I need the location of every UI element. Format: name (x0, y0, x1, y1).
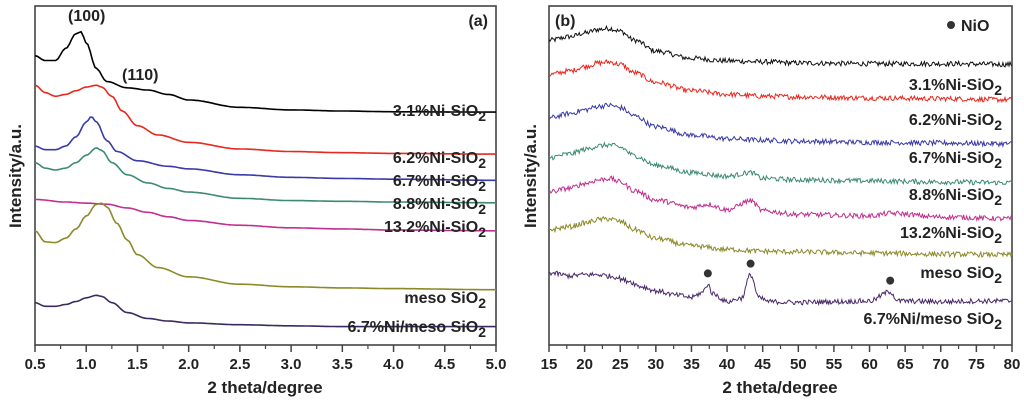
x-tick-label: 20 (576, 356, 593, 373)
panel-a-label: (a) (468, 13, 488, 30)
x-tick-label: 3.0 (281, 356, 302, 373)
series-label: 6.2%Ni-SiO2 (393, 150, 486, 171)
panel-b-wide-angle-xrd: 15 20 25 30 35 40 45 50 55 60 65 70 75 80 3.1%Ni-SiO2… (521, 5, 1021, 397)
x-tick-label: 4.5 (434, 356, 455, 373)
x-tick-label: 40 (719, 356, 736, 373)
series-line-6-7-ni-meso-sio2 (34, 294, 496, 328)
series-label: 6.7%Ni/meso SiO2 (347, 319, 486, 340)
series-label: 6.7%Ni/meso SiO2 (863, 311, 1002, 332)
x-tick-label: 15 (541, 356, 558, 373)
peak-annotation-110: (110) (122, 67, 158, 84)
panel-a-x-ticks: 0.5 1.0 1.5 2.0 2.5 3.0 3.5 4.0 4.5 5.0 (25, 345, 507, 373)
series-line-6-7-ni-sio2 (548, 102, 1013, 148)
series-label: 13.2%Ni-SiO2 (900, 225, 1002, 246)
x-tick-label: 35 (683, 356, 700, 373)
panel-a-y-axis-title: Intensity/a.u. (6, 124, 25, 228)
x-tick-label: 50 (790, 356, 807, 373)
panel-b-series (548, 24, 1013, 307)
panel-b-x-ticks: 15 20 25 30 35 40 45 50 55 60 65 70 75 80 (541, 345, 1021, 373)
peak-annotation-100: (100) (68, 8, 105, 25)
x-tick-label: 0.5 (25, 356, 46, 373)
legend-nio-marker (947, 21, 955, 29)
x-tick-label: 5.0 (486, 356, 507, 373)
series-line-meso-sio2 (34, 202, 496, 291)
x-tick-label: 55 (826, 356, 843, 373)
x-tick-label: 30 (648, 356, 665, 373)
series-label: 6.2%Ni-SiO2 (909, 112, 1002, 133)
x-tick-label: 4.0 (383, 356, 404, 373)
x-tick-label: 2.5 (229, 356, 250, 373)
x-tick-label: 3.5 (332, 356, 353, 373)
panel-b-x-axis-title: 2 theta/degree (722, 378, 837, 397)
series-line-6-2-ni-sio2 (34, 84, 496, 155)
panel-a-x-axis-title: 2 theta/degree (207, 378, 322, 397)
series-line-6-7-ni-sio2 (34, 116, 496, 182)
x-tick-label: 1.0 (76, 356, 97, 373)
series-label: 6.7%Ni-SiO2 (393, 173, 486, 194)
series-line-13-2-ni-sio2 (35, 198, 496, 232)
series-label: 6.7%Ni-SiO2 (909, 150, 1002, 171)
nio-peak-markers (703, 259, 895, 285)
x-tick-label: 60 (861, 356, 878, 373)
series-line-meso-sio2 (548, 216, 1013, 259)
x-tick-label: 75 (968, 356, 985, 373)
x-tick-label: 65 (897, 356, 914, 373)
legend-nio-text: NiO (961, 18, 989, 35)
series-line-6-2-ni-sio2 (548, 59, 1013, 104)
nio-peak-marker (886, 276, 895, 285)
series-label: 3.1%Ni-SiO2 (393, 103, 486, 124)
panel-b-label: (b) (555, 13, 575, 30)
series-label: meso SiO2 (920, 265, 1002, 286)
x-tick-label: 1.5 (127, 356, 148, 373)
series-line-13-2-ni-sio2 (548, 175, 1013, 222)
x-tick-label: 70 (932, 356, 949, 373)
series-line-8-8-ni-sio2 (548, 141, 1013, 186)
series-label: 8.8%Ni-SiO2 (393, 196, 486, 217)
nio-peak-marker (703, 269, 712, 278)
nio-peak-marker (746, 259, 755, 268)
panel-b-y-axis-title: Intensity/a.u. (521, 124, 540, 228)
x-tick-label: 25 (612, 356, 629, 373)
series-line-3-1-ni-sio2 (34, 30, 496, 113)
x-tick-label: 80 (1004, 356, 1021, 373)
series-label: 8.8%Ni-SiO2 (909, 187, 1002, 208)
series-line-3-1-ni-sio2 (548, 24, 1013, 68)
series-line-6-7-ni-meso-sio2 (548, 270, 1012, 307)
series-line-8-8-ni-sio2 (34, 147, 496, 204)
panel-a-series-labels: 3.1%Ni-SiO2 6.2%Ni-SiO26.7%Ni-SiO28.8%Ni-… (347, 103, 486, 340)
series-label: 13.2%Ni-SiO2 (384, 219, 486, 240)
x-tick-label: 2.0 (178, 356, 199, 373)
panel-b-series-labels: 3.1%Ni-SiO2 6.2%Ni-SiO2 6.7%Ni-SiO2 8.8%Ni-… (863, 77, 1002, 332)
series-label: meso SiO2 (404, 290, 486, 311)
panel-b-frame (548, 5, 1013, 346)
series-label: 3.1%Ni-SiO2 (909, 77, 1002, 98)
x-tick-label: 45 (754, 356, 771, 373)
panel-a-series (34, 30, 496, 328)
panel-a-small-angle-xrd: 0.5 1.0 1.5 2.0 2.5 3.0 3.5 4.0 4.5 5.0 3.1%Ni-Si… (6, 5, 507, 397)
